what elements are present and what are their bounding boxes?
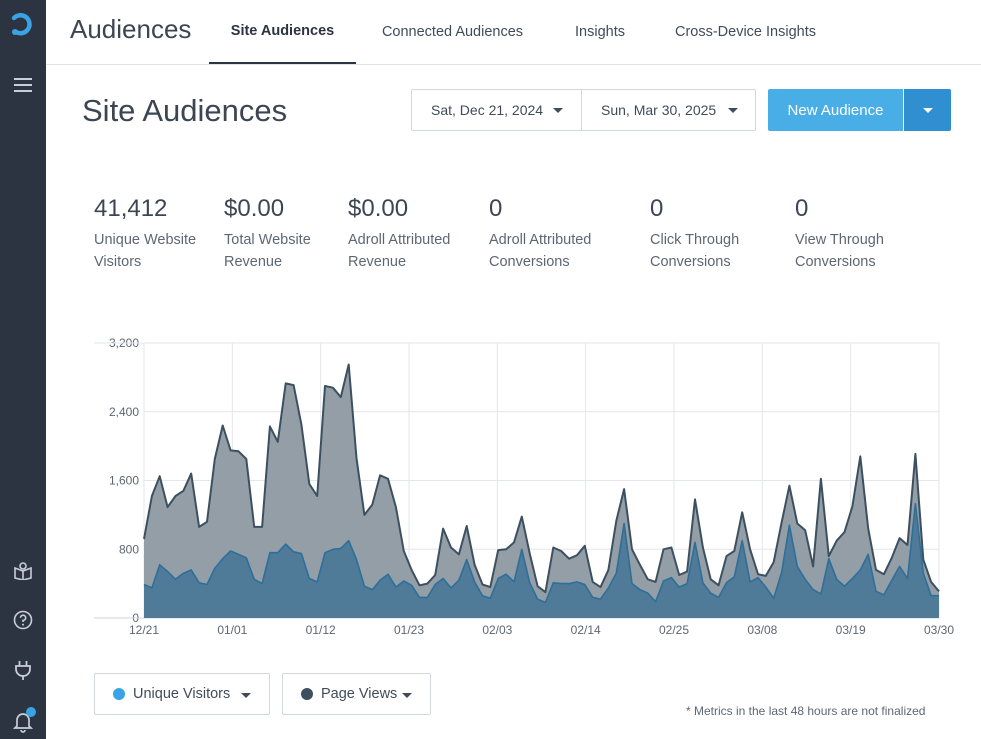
metric-unique-visitors: 41,412 Unique Website Visitors bbox=[94, 195, 214, 273]
metric-label: Adroll Attributed Conversions bbox=[489, 232, 592, 270]
x-tick-label: 12/21 bbox=[129, 623, 159, 637]
x-tick-label: 01/23 bbox=[394, 623, 424, 637]
help-icon[interactable] bbox=[0, 609, 46, 631]
chevron-down-icon bbox=[923, 108, 933, 113]
unique-visitors-line bbox=[143, 502, 939, 604]
app-title: Audiences bbox=[70, 14, 192, 44]
tab-insights[interactable]: Insights bbox=[575, 24, 625, 40]
x-tick-label: 02/14 bbox=[571, 623, 601, 637]
page-views-dropdown[interactable]: Page Views bbox=[282, 673, 431, 715]
book-icon[interactable] bbox=[0, 560, 46, 582]
metric-attributed-revenue: $0.00 Adroll Attributed Revenue bbox=[348, 195, 468, 273]
x-tick-label: 03/08 bbox=[747, 623, 777, 637]
y-tick-label: 800 bbox=[119, 542, 139, 556]
chevron-down-icon bbox=[402, 693, 412, 698]
top-nav: Audiences Site Audiences Connected Audie… bbox=[46, 0, 981, 65]
metric-label: View Through Conversions bbox=[795, 232, 884, 270]
metric-view-through-conversions: 0 View Through Conversions bbox=[795, 195, 915, 273]
end-date-dropdown[interactable]: Sun, Mar 30, 2025 bbox=[582, 90, 755, 130]
metric-value: 0 bbox=[489, 195, 503, 222]
metrics-footnote: * Metrics in the last 48 hours are not f… bbox=[686, 704, 926, 718]
unique-visitors-dropdown[interactable]: Unique Visitors bbox=[94, 673, 270, 715]
y-tick-label: 2,400 bbox=[109, 405, 139, 419]
bell-icon[interactable] bbox=[0, 707, 46, 734]
x-tick-label: 02/03 bbox=[482, 623, 512, 637]
notification-dot bbox=[26, 707, 36, 717]
metric-attributed-conversions: 0 Adroll Attributed Conversions bbox=[489, 195, 609, 273]
metric-click-through-conversions: 0 Click Through Conversions bbox=[650, 195, 770, 273]
metric-value: 41,412 bbox=[94, 195, 168, 222]
metric-value: 0 bbox=[795, 195, 809, 222]
unique-visitors-swatch bbox=[113, 688, 125, 700]
x-tick-label: 03/30 bbox=[924, 623, 954, 637]
chevron-down-icon bbox=[728, 108, 738, 113]
metric-total-revenue: $0.00 Total Website Revenue bbox=[224, 195, 344, 273]
metric-label: Click Through Conversions bbox=[650, 232, 740, 270]
page-title: Site Audiences bbox=[82, 93, 288, 128]
chevron-down-icon bbox=[553, 108, 563, 113]
start-date-dropdown[interactable]: Sat, Dec 21, 2024 bbox=[412, 90, 582, 130]
date-range-picker: Sat, Dec 21, 2024 Sun, Mar 30, 2025 bbox=[411, 89, 756, 131]
tab-connected-audiences[interactable]: Connected Audiences bbox=[381, 24, 524, 40]
metric-value: $0.00 bbox=[348, 195, 409, 222]
x-tick-label: 01/12 bbox=[306, 623, 336, 637]
new-audience-options-button[interactable] bbox=[904, 89, 951, 131]
start-date-label: Sat, Dec 21, 2024 bbox=[431, 102, 544, 118]
x-tick-label: 03/19 bbox=[836, 623, 866, 637]
tab-site-audiences[interactable]: Site Audiences bbox=[209, 0, 356, 64]
metric-label: Adroll Attributed Revenue bbox=[348, 232, 451, 270]
x-tick-label: 01/01 bbox=[217, 623, 247, 637]
menu-icon[interactable] bbox=[0, 74, 46, 96]
new-audience-button[interactable]: New Audience bbox=[768, 89, 903, 131]
plug-icon[interactable] bbox=[0, 659, 46, 681]
logo-icon bbox=[0, 12, 46, 38]
metric-value: 0 bbox=[650, 195, 664, 222]
sidebar bbox=[0, 0, 46, 739]
chevron-down-icon bbox=[241, 693, 251, 698]
unique-visitors-label: Unique Visitors bbox=[133, 686, 231, 702]
metric-label: Total Website Revenue bbox=[224, 232, 311, 270]
tab-cross-device-insights[interactable]: Cross-Device Insights bbox=[674, 24, 816, 40]
metric-value: $0.00 bbox=[224, 195, 285, 222]
page-views-swatch bbox=[301, 688, 313, 700]
x-tick-label: 02/25 bbox=[659, 623, 689, 637]
metric-label: Unique Website Visitors bbox=[94, 232, 197, 270]
page-views-line bbox=[143, 363, 940, 594]
unique-visitors-area bbox=[144, 503, 939, 618]
page-views-label: Page Views bbox=[321, 686, 398, 702]
y-tick-label: 1,600 bbox=[109, 474, 139, 488]
end-date-label: Sun, Mar 30, 2025 bbox=[601, 102, 717, 118]
